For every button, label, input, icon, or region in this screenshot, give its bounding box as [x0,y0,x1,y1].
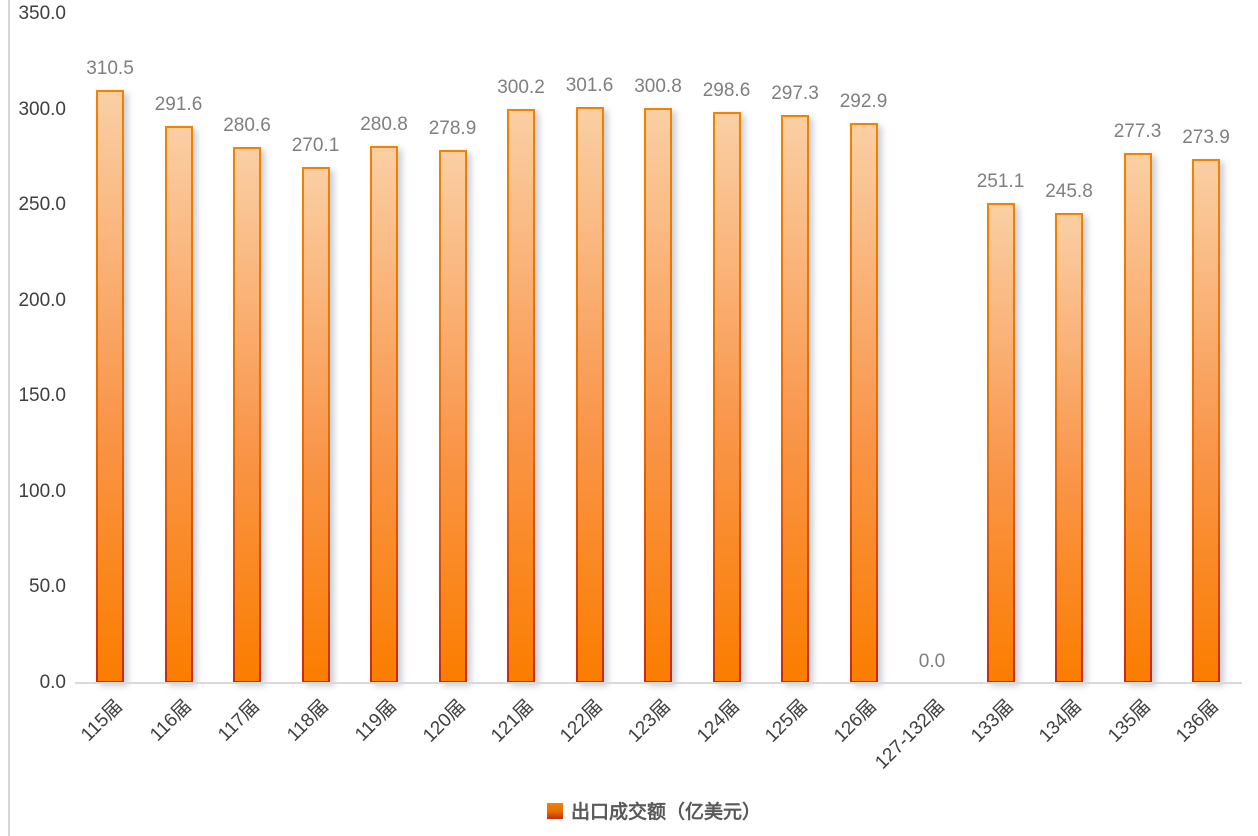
data-label: 278.9 [428,117,477,139]
data-label: 300.2 [497,77,545,99]
bar-fill [577,108,602,681]
y-axis-tick-label: 350.0 [18,3,66,24]
bar-fill [440,151,465,681]
y-axis-tick-label: 300.0 [18,98,66,120]
bar-fill [1194,161,1218,681]
bar-135届[interactable] [1123,152,1152,683]
data-label: 270.1 [291,134,340,156]
bar-126届[interactable] [849,123,878,683]
bar-fill [509,111,533,681]
data-label: 300.8 [634,76,682,98]
bar-fill [988,205,1013,681]
data-label: 245.8 [1045,181,1093,203]
data-label: 297.3 [771,82,819,104]
data-label: 291.6 [154,93,203,115]
data-label: 273.9 [1182,127,1230,149]
bar-fill [646,110,670,681]
y-axis-tick-label: 250.0 [18,194,66,216]
data-label: 301.6 [565,74,614,96]
bar-133届[interactable] [986,203,1015,683]
bar-fill [235,148,259,681]
bar-fill [1125,154,1150,681]
bar-fill [98,91,122,681]
chart-left-border [8,0,10,836]
data-label: 280.8 [360,114,408,136]
bar-123届[interactable] [644,108,672,683]
bar-fill [851,125,876,681]
bar-117届[interactable] [233,146,261,683]
y-axis-tick-label: 50.0 [29,576,66,598]
bar-fill [1057,215,1081,681]
bar-121届[interactable] [507,109,535,683]
data-label: 0.0 [918,651,946,672]
bar-118届[interactable] [301,166,330,683]
legend-swatch-icon [546,802,563,819]
bar-120届[interactable] [438,149,467,683]
legend-label: 出口成交额（亿美元） [570,802,761,823]
data-label: 310.5 [86,57,134,79]
y-axis-tick-label: 100.0 [18,480,66,502]
bar-fill [303,168,328,681]
bar-122届[interactable] [575,106,604,683]
bar-124届[interactable] [712,112,741,683]
y-axis-tick-label: 0.0 [39,672,66,693]
data-label: 251.1 [976,171,1025,193]
bar-134届[interactable] [1055,213,1083,683]
data-label: 277.3 [1113,120,1162,142]
bar-116届[interactable] [164,125,193,683]
bar-fill [372,148,396,681]
data-label: 292.9 [839,91,888,113]
legend[interactable]: 出口成交额（亿美元） [25,797,1258,824]
bar-119届[interactable] [370,146,398,683]
y-axis-tick-label: 150.0 [18,385,66,407]
bar-fill [783,116,807,681]
x-axis-line [75,682,1242,684]
bar-fill [166,127,191,681]
data-label: 280.6 [223,114,271,136]
y-axis-tick-label: 200.0 [18,289,66,311]
data-label: 298.6 [702,80,751,102]
bar-fill [714,114,739,681]
bar-136届[interactable] [1192,159,1220,683]
bar-115届[interactable] [96,89,124,683]
bar-125届[interactable] [781,114,809,683]
